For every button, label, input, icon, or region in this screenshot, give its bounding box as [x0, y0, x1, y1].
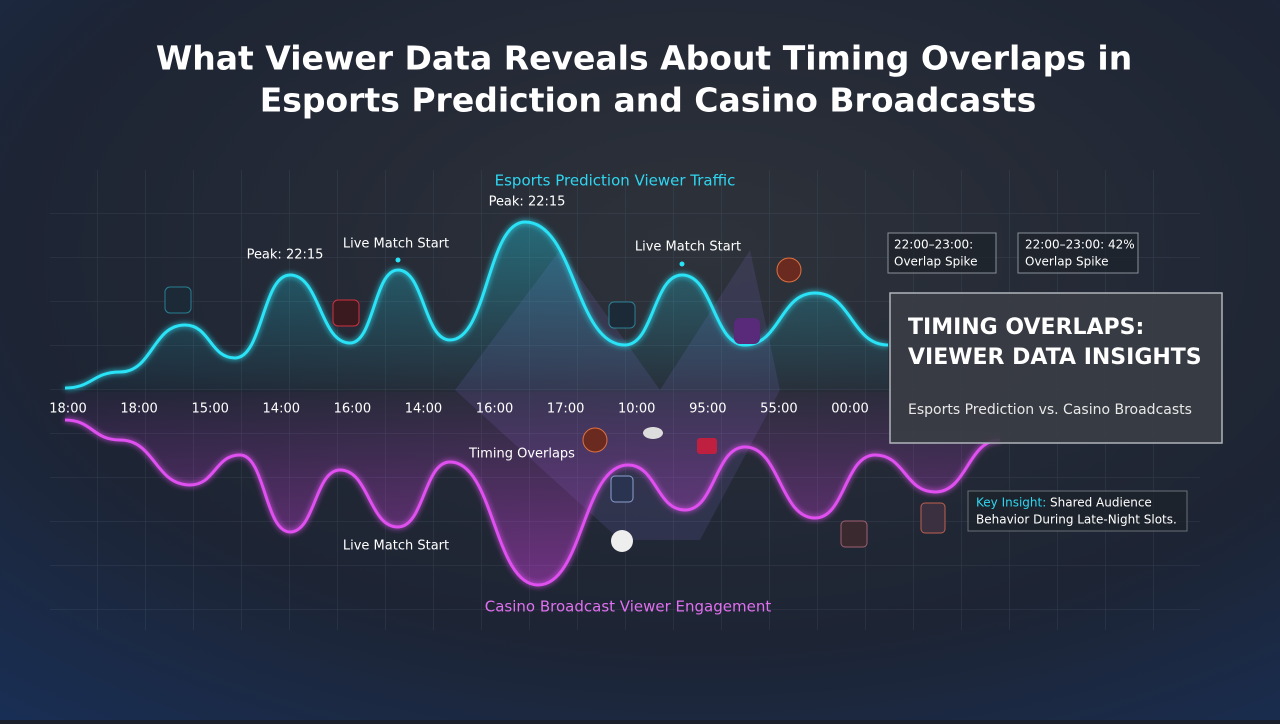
- timeline-label: 18:00: [49, 402, 86, 417]
- title-line: Esports Prediction and Casino Broadcasts: [260, 81, 1037, 120]
- insight-panel: [889, 292, 1223, 444]
- timeline-label: 17:00: [547, 402, 584, 417]
- team-logo: [332, 299, 360, 327]
- dice-icon: [697, 438, 717, 454]
- casino-wave: [64, 418, 1001, 587]
- callout-text: 22:00–23:00:: [894, 238, 973, 252]
- casino-icon: [582, 427, 608, 453]
- marker-dot: [679, 261, 685, 267]
- timeline-label: 16:00: [476, 402, 513, 417]
- marker-dot: [395, 257, 401, 263]
- callout-text: Overlap Spike: [1025, 255, 1108, 269]
- timeline-label: 10:00: [618, 402, 655, 417]
- team-logo: [734, 318, 760, 344]
- casino-icon: [776, 257, 802, 283]
- key-insight-box: [967, 490, 1188, 532]
- callout-box: [1017, 232, 1139, 274]
- timeline-labels: 18:00 18:00 15:00 14:00 16:00 14:00 16:00 17:00…: [49, 402, 868, 417]
- callout-box: [887, 232, 997, 274]
- chip-icon: [611, 530, 633, 552]
- title-line: What Viewer Data Reveals About Timing Ov…: [156, 39, 1132, 78]
- key-insight-label: Key Insight:: [976, 496, 1046, 510]
- key-insight-text: Shared Audience: [1050, 496, 1152, 510]
- key-insight-text: Behavior During Late-Night Slots.: [976, 513, 1177, 527]
- annotation: Timing Overlaps: [468, 447, 575, 462]
- series-label: Casino Broadcast Viewer Engagement: [485, 598, 772, 616]
- timeline-label: 14:00: [263, 402, 300, 417]
- annotation: Peak: 22:15: [489, 195, 566, 210]
- callout-text: Overlap Spike: [894, 255, 977, 269]
- panel-subtitle: Esports Prediction vs. Casino Broadcasts: [908, 402, 1192, 418]
- chip-icon: [643, 427, 663, 439]
- team-logo: [608, 301, 636, 329]
- panel-title: TIMING OVERLAPS:: [908, 315, 1144, 340]
- slot-icon: [610, 475, 634, 503]
- annotation: Live Match Start: [343, 237, 449, 252]
- timeline-label: 15:00: [191, 402, 228, 417]
- slot-icon: [840, 520, 868, 548]
- annotation: Live Match Start: [635, 240, 741, 255]
- team-logo: [164, 286, 192, 314]
- timeline-label: 95:00: [689, 402, 726, 417]
- panel-title: VIEWER DATA INSIGHTS: [908, 345, 1202, 370]
- casino-area: [65, 392, 1000, 585]
- timeline-label: 00:00: [831, 402, 868, 417]
- esports-wave: [64, 220, 889, 390]
- timeline-label: 55:00: [760, 402, 797, 417]
- annotation: Peak: 22:15: [247, 248, 324, 263]
- callout-text: 22:00–23:00: 42%: [1025, 238, 1135, 252]
- timeline-label: 16:00: [334, 402, 371, 417]
- esports-area: [65, 222, 888, 390]
- series-label: Esports Prediction Viewer Traffic: [495, 172, 736, 190]
- slot-icon: [920, 502, 946, 534]
- annotation: Live Match Start: [343, 539, 449, 554]
- icons: [164, 257, 946, 552]
- timeline-label: 18:00: [120, 402, 157, 417]
- timeline-label: 14:00: [405, 402, 442, 417]
